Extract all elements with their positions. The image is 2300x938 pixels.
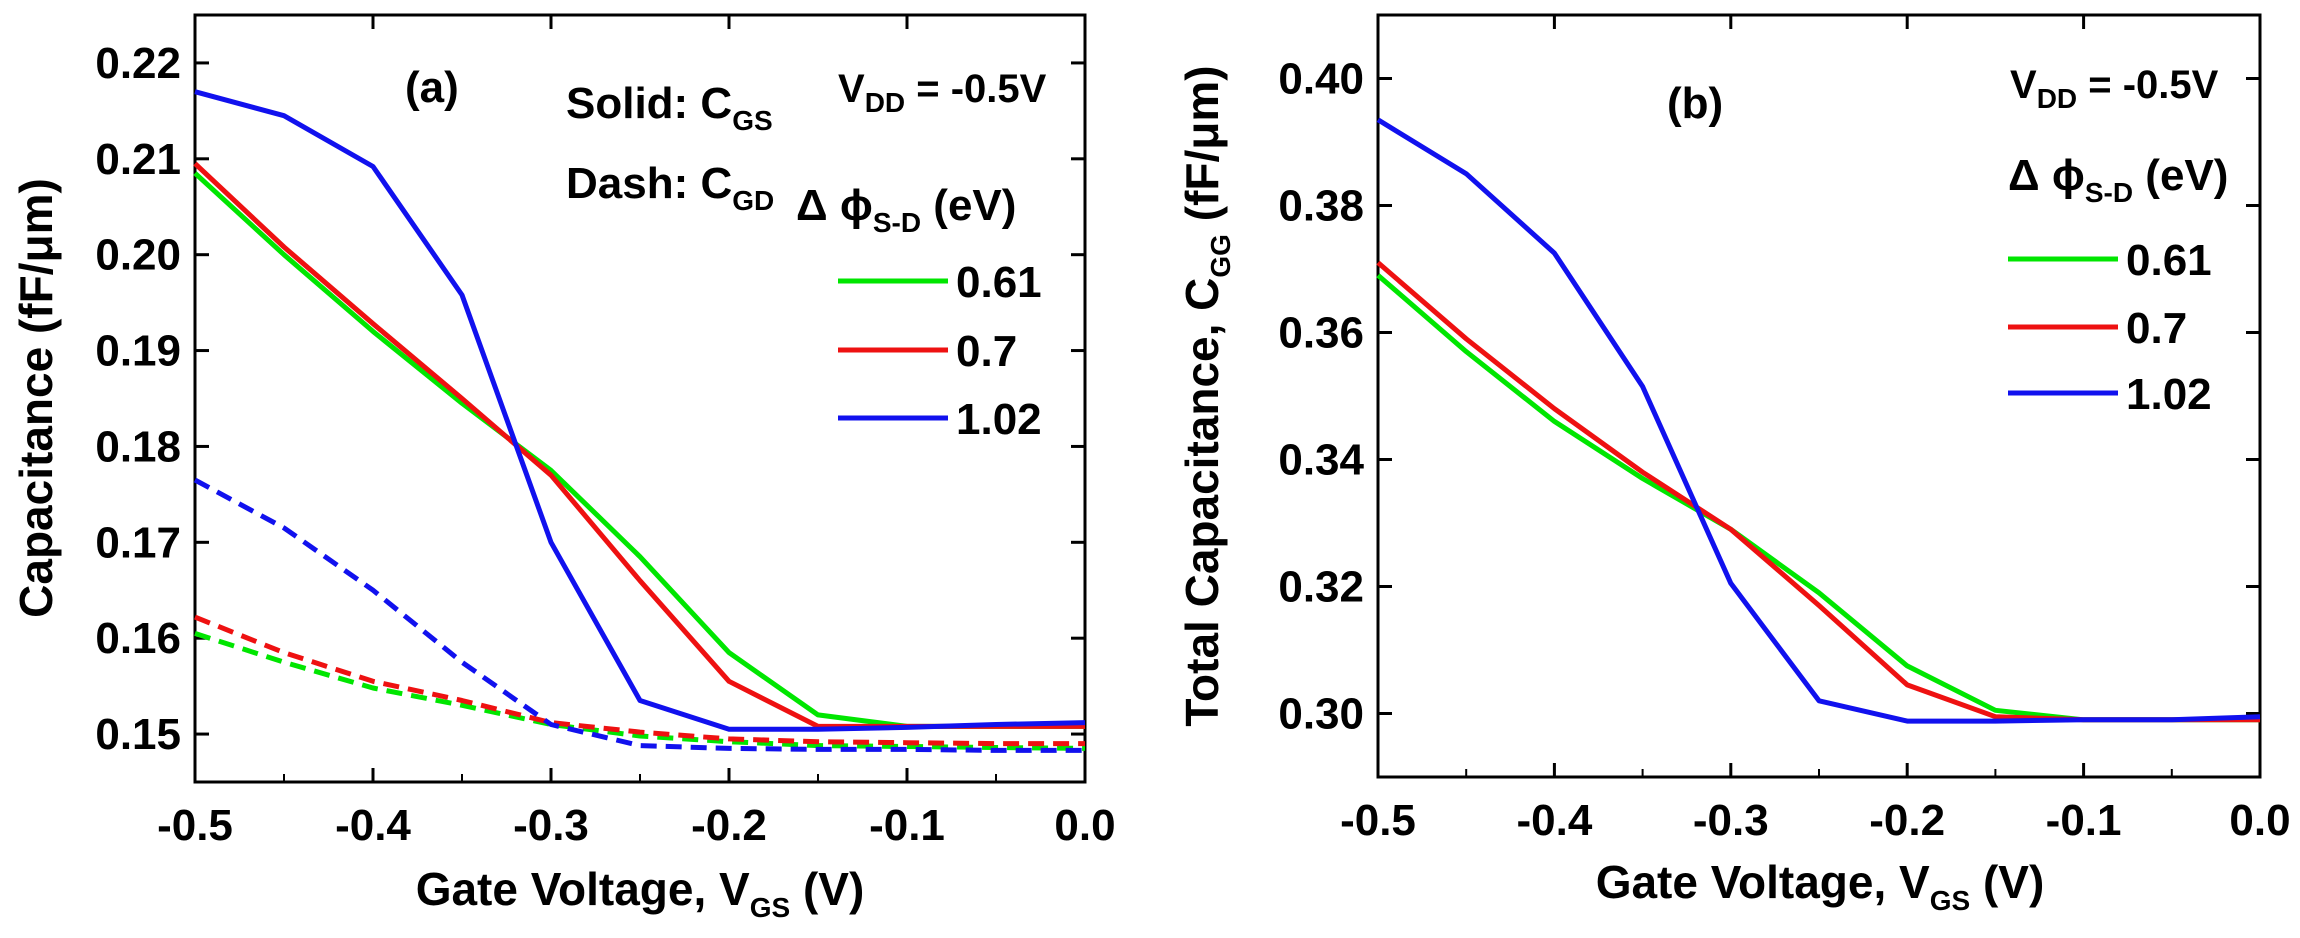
- panel-a-legend-title: Δ ϕS-D (eV): [796, 181, 1016, 238]
- panel-a-y-axis-title: Capacitance (fF/μm): [10, 178, 62, 618]
- panel-b-y-tick-label: 0.40: [1278, 55, 1364, 104]
- panel-b-x-tick-label: -0.2: [1869, 796, 1945, 845]
- panel-a-series-0.7-cgs: [193, 161, 1085, 729]
- panel-a-legend-label-1.02: 1.02: [956, 395, 1042, 444]
- panel-b-legend-label-1.02: 1.02: [2126, 370, 2212, 419]
- panel-a-note-dash: Dash: CGD: [566, 159, 774, 216]
- panel-a-plot-frame: [193, 13, 1087, 784]
- panel-b-y-tick-label: 0.30: [1278, 690, 1364, 739]
- panel-a-series-1.02-cgs: [194, 89, 1086, 732]
- panel-a-chart: -0.5 -0.4 -0.3 -0.2 -0.1 0.0 0.15 0.16 0.17 0.18 0…: [10, 13, 1116, 923]
- panel-a-x-axis-title: Gate Voltage, VGS (V): [416, 863, 865, 923]
- panel-a-y-tick-label: 0.17: [95, 518, 181, 567]
- panel-a-tick-labels: -0.5 -0.4 -0.3 -0.2 -0.1 0.0 0.15 0.16 0.17 0.18 0…: [95, 39, 1115, 850]
- panel-a-x-tick-label: -0.4: [335, 801, 411, 850]
- panel-a-y-tick-label: 0.16: [95, 614, 181, 663]
- panel-a-legend-label-0.7: 0.7: [956, 327, 1017, 376]
- panel-b-legend-title: Δ ϕS-D (eV): [2008, 151, 2228, 208]
- panel-b-x-tick-label: -0.4: [1516, 796, 1592, 845]
- panel-b-y-axis-title: Total Capacitance, CGG (fF/μm): [1176, 65, 1236, 726]
- panel-a-x-tick-label: -0.5: [157, 801, 233, 850]
- panel-a-series-lines: [193, 89, 1086, 753]
- panel-b-series-1.02: [1376, 117, 2261, 724]
- panel-b-legend: 0.61 0.7 1.02: [2008, 236, 2212, 419]
- panel-a-x-tick-label: -0.3: [513, 801, 589, 850]
- panel-a-series-0.61-cgd: [194, 631, 1086, 751]
- panel-a-series-0.61-cgs: [193, 171, 1085, 729]
- panel-a-legend: 0.61 0.7 1.02: [838, 258, 1042, 444]
- panel-a-series-0.7-cgd: [194, 614, 1085, 747]
- panel-a-label: (a): [405, 63, 459, 112]
- panel-b-tick-labels: -0.5 -0.4 -0.3 -0.2 -0.1 0.0 0.30 0.32 0.34 0.36 0…: [1278, 55, 2290, 846]
- panel-b-x-axis-title: Gate Voltage, VGS (V): [1596, 856, 2045, 916]
- panel-b-y-tick-label: 0.34: [1278, 436, 1364, 485]
- panel-a-x-tick-label: 0.0: [1054, 801, 1115, 850]
- panel-b-label: (b): [1667, 79, 1723, 128]
- panel-b-y-tick-label: 0.32: [1278, 563, 1364, 612]
- panel-b-x-tick-label: -0.3: [1693, 796, 1769, 845]
- panel-a-x-tick-label: -0.1: [869, 801, 945, 850]
- panel-a-y-tick-label: 0.22: [95, 39, 181, 88]
- panel-b-x-tick-label: -0.1: [2046, 796, 2122, 845]
- panel-b-legend-label-0.7: 0.7: [2126, 304, 2187, 353]
- panel-a-series-1.02-cgd: [193, 477, 1085, 753]
- panel-a-y-tick-label: 0.18: [95, 422, 181, 471]
- panel-a-y-tick-label: 0.20: [95, 231, 181, 280]
- panel-b-ticks: [1376, 15, 2262, 777]
- panel-a-note-solid: Solid: CGS: [566, 79, 773, 136]
- panel-a-ticks: [193, 15, 1087, 782]
- panel-b-x-tick-label: 0.0: [2229, 796, 2290, 845]
- panel-a-y-tick-label: 0.19: [95, 327, 181, 376]
- panel-b-y-tick-label: 0.36: [1278, 309, 1364, 358]
- panel-b-y-tick-label: 0.38: [1278, 182, 1364, 231]
- panel-b-vdd-label: VDD = -0.5V: [2010, 63, 2219, 114]
- panel-a-y-tick-label: 0.21: [95, 135, 181, 184]
- panel-a-vdd-label: VDD = -0.5V: [838, 67, 1047, 118]
- panel-a-y-tick-label: 0.15: [95, 710, 181, 759]
- panel-b-series-lines: [1376, 117, 2261, 724]
- panel-b-legend-label-0.61: 0.61: [2126, 236, 2212, 285]
- panel-b-x-tick-label: -0.5: [1340, 796, 1416, 845]
- panel-b-chart: -0.5 -0.4 -0.3 -0.2 -0.1 0.0 0.30 0.32 0.34 0.36 0…: [1176, 13, 2291, 916]
- panel-a-x-tick-label: -0.2: [691, 801, 767, 850]
- panel-a-legend-label-0.61: 0.61: [956, 258, 1042, 307]
